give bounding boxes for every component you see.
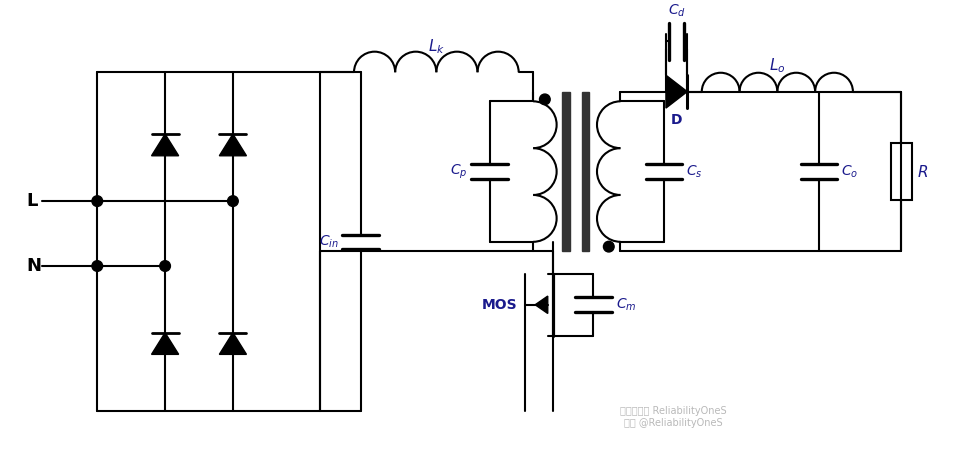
Bar: [891, 144, 911, 199]
Text: $C_m$: $C_m$: [616, 296, 636, 313]
Text: $C_d$: $C_d$: [667, 3, 685, 19]
Polygon shape: [666, 75, 687, 108]
Text: $C_s$: $C_s$: [686, 164, 703, 180]
Polygon shape: [219, 134, 247, 156]
Text: $L_o$: $L_o$: [769, 56, 786, 75]
Polygon shape: [152, 134, 179, 156]
Text: $R$: $R$: [918, 164, 928, 179]
Circle shape: [92, 196, 102, 206]
Text: MOS: MOS: [482, 298, 518, 312]
Polygon shape: [219, 333, 247, 354]
Text: L: L: [27, 192, 38, 210]
Circle shape: [228, 196, 238, 206]
Circle shape: [92, 260, 102, 271]
Polygon shape: [152, 333, 179, 354]
Text: N: N: [27, 257, 41, 275]
Text: D: D: [671, 113, 683, 127]
Text: $L_k$: $L_k$: [428, 37, 445, 56]
Circle shape: [160, 260, 170, 271]
Circle shape: [539, 94, 550, 105]
Bar: [562, 92, 570, 252]
Text: 本一可靠性 ReliabilityOneS
头条 @ReliabilityOneS: 本一可靠性 ReliabilityOneS 头条 @ReliabilityOne…: [620, 406, 727, 428]
Bar: [581, 92, 590, 252]
Circle shape: [603, 241, 614, 252]
Text: $C_p$: $C_p$: [450, 163, 467, 181]
Polygon shape: [535, 296, 548, 314]
Text: $C_{in}$: $C_{in}$: [318, 233, 338, 250]
Text: $C_o$: $C_o$: [841, 164, 858, 180]
